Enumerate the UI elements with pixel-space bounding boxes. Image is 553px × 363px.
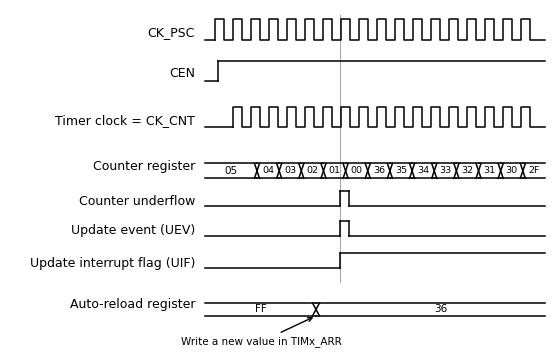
Text: 30: 30 [505, 166, 518, 175]
Text: Auto-reload register: Auto-reload register [70, 298, 195, 311]
Text: 03: 03 [284, 166, 296, 175]
Text: 00: 00 [351, 166, 363, 175]
Text: Write a new value in TIMx_ARR: Write a new value in TIMx_ARR [181, 318, 341, 347]
Text: 02: 02 [306, 166, 319, 175]
Text: 2F: 2F [528, 166, 540, 175]
Text: 33: 33 [439, 166, 451, 175]
Text: 31: 31 [483, 166, 495, 175]
Text: Timer clock = CK_CNT: Timer clock = CK_CNT [55, 114, 195, 127]
Text: 04: 04 [262, 166, 274, 175]
Text: 34: 34 [417, 166, 429, 175]
Text: FF: FF [254, 305, 267, 314]
Text: Counter register: Counter register [93, 160, 195, 173]
Text: Update event (UEV): Update event (UEV) [71, 224, 195, 237]
Text: 05: 05 [225, 166, 238, 176]
Text: 36: 36 [373, 166, 385, 175]
Text: CK_PSC: CK_PSC [148, 26, 195, 39]
Text: Update interrupt flag (UIF): Update interrupt flag (UIF) [30, 257, 195, 270]
Text: 35: 35 [395, 166, 407, 175]
Text: 32: 32 [461, 166, 473, 175]
Text: CEN: CEN [169, 68, 195, 80]
Text: 36: 36 [434, 305, 447, 314]
Text: 01: 01 [328, 166, 341, 175]
Text: Counter underflow: Counter underflow [79, 195, 195, 208]
